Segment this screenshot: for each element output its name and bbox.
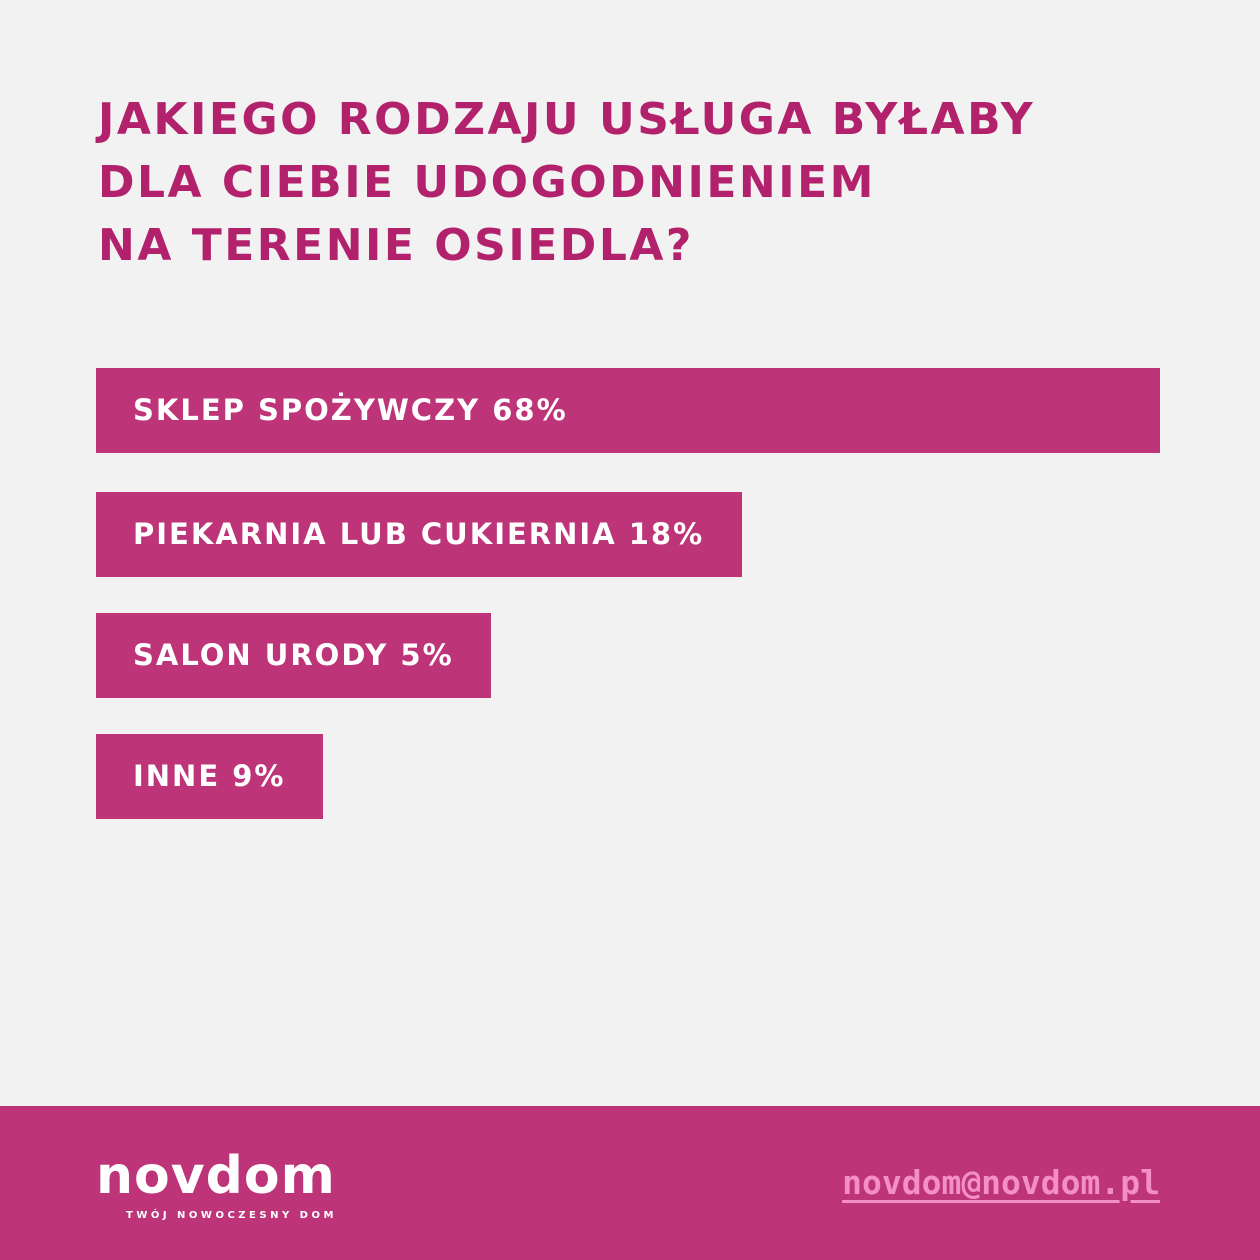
bar-label: SALON URODY 5% bbox=[133, 638, 454, 672]
chart-title-line: JAKIEGO RODZAJU USŁUGA BYŁABY bbox=[98, 94, 1036, 145]
bar-1: SKLEP SPOŻYWCZY 68% bbox=[96, 368, 1160, 453]
footer: novdom TWÓJ NOWOCZESNY DOM novdom@novdom… bbox=[0, 1106, 1260, 1260]
chart-title-line: DLA CIEBIE UDOGODNIENIEM bbox=[98, 157, 876, 208]
logo-tagline: TWÓJ NOWOCZESNY DOM bbox=[126, 1210, 337, 1221]
chart-title-line: NA TERENIE OSIEDLA? bbox=[98, 220, 694, 271]
novdom-logo: novdom TWÓJ NOWOCZESNY DOM bbox=[96, 1146, 366, 1236]
bar-2: PIEKARNIA LUB CUKIERNIA 18% bbox=[96, 492, 742, 577]
bar-4: INNE 9% bbox=[96, 734, 323, 819]
bar-3: SALON URODY 5% bbox=[96, 613, 491, 698]
bar-label: INNE 9% bbox=[133, 759, 286, 793]
chart-title: JAKIEGO RODZAJU USŁUGA BYŁABY DLA CIEBIE… bbox=[98, 88, 1158, 277]
email-link[interactable]: novdom@novdom.pl bbox=[842, 1163, 1160, 1202]
logo-wordmark: novdom bbox=[96, 1146, 336, 1206]
bar-label: SKLEP SPOŻYWCZY 68% bbox=[133, 393, 568, 427]
bar-label: PIEKARNIA LUB CUKIERNIA 18% bbox=[133, 517, 705, 551]
